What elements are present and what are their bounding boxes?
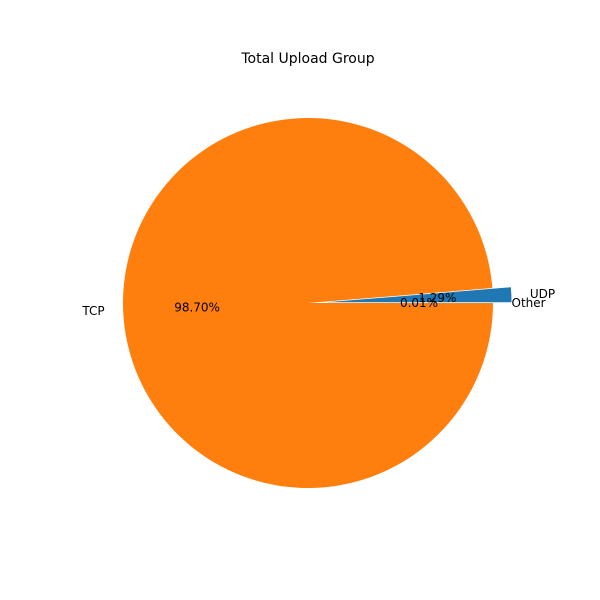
slice-percent-other: 0.01% (400, 296, 438, 310)
slice-label-other: Other (512, 296, 546, 310)
pie-slices (123, 117, 512, 488)
slice-label-udp: UDP (530, 287, 555, 301)
pie-labels: UDP 1.29% TCP 98.70% Other 0.01% (81, 287, 555, 318)
slice-label-tcp: TCP (81, 304, 104, 318)
slice-percent-tcp: 98.70% (174, 300, 220, 314)
chart-title: Total Upload Group (240, 51, 374, 67)
slice-percent-udp: 1.29% (418, 291, 456, 305)
pie-slice-tcp (123, 117, 493, 488)
pie-slice-udp (326, 287, 512, 303)
